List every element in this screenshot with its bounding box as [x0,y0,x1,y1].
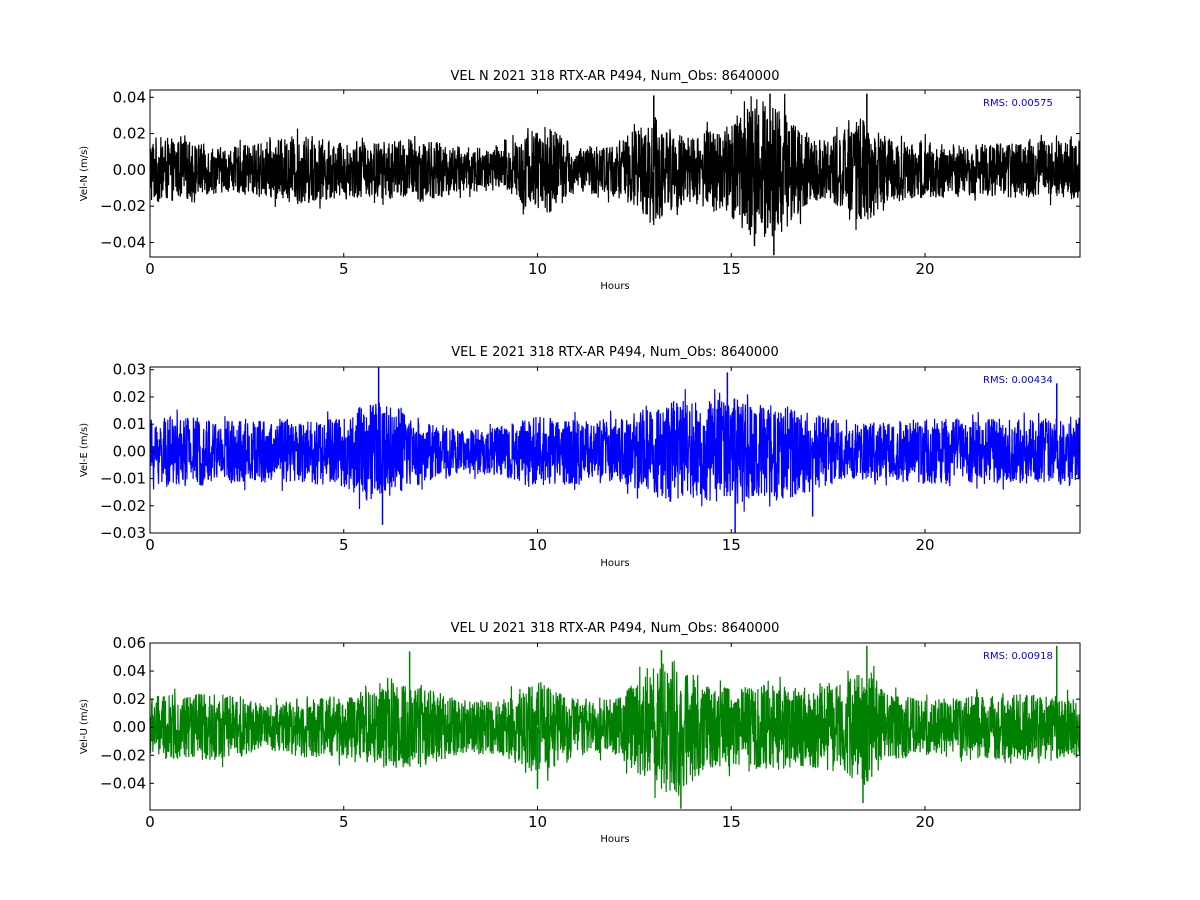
y-tick-label: −0.02 [100,746,146,764]
y-tick-label: −0.02 [100,497,146,515]
y-tick-label: −0.01 [100,470,146,488]
x-axis-label: Hours [600,558,629,569]
y-tick-label: −0.04 [100,233,146,251]
x-tick-label: 20 [915,536,934,554]
y-tick-label: 0.04 [113,662,146,680]
panel-vel-n: 0 5 10 15 20 −0.04 −0.02 0.00 0.02 0.04 VEL N 2021… [79,69,1081,292]
plot-frame [149,642,1081,811]
rms-annotation: RMS: 0.00434 [983,375,1053,386]
x-tick-label: 0 [145,260,155,278]
y-axis-label: Vel-E (m/s) [79,423,90,477]
series-trace [150,660,1080,799]
x-tick-label: 15 [722,813,741,831]
x-tick-label: 0 [145,536,155,554]
x-tick-label: 15 [722,260,741,278]
y-tick-label: 0.00 [113,161,146,179]
y-axis-label: Vel-U (m/s) [79,699,90,754]
plot-frame [149,366,1081,534]
y-axis-label: Vel-N (m/s) [79,146,90,201]
x-tick-label: 15 [722,536,741,554]
y-tick-label: 0.06 [113,634,146,652]
y-tick-label: 0.00 [113,442,146,460]
x-tick-label: 0 [145,813,155,831]
x-tick-label: 5 [339,813,349,831]
y-tick-label: 0.04 [113,88,146,106]
y-tick-label: −0.03 [100,524,146,542]
plot-frame [149,89,1081,258]
y-tick-label: 0.02 [113,388,146,406]
x-tick-label: 10 [528,813,547,831]
panel-title: VEL U 2021 318 RTX-AR P494, Num_Obs: 864… [451,621,780,636]
x-tick-label: 10 [528,536,547,554]
rms-annotation: RMS: 0.00575 [983,98,1053,109]
y-tick-label: −0.02 [100,197,146,215]
x-axis-label: Hours [600,281,629,292]
y-tick-label: −0.04 [100,774,146,792]
panel-vel-u: 0 5 10 15 20 −0.04 −0.02 0.00 0.02 0.04 0.06 VEL U … [79,621,1081,845]
panel-vel-e: 0 5 10 15 20 −0.03 −0.02 −0.01 0.00 0.01 0.02 0.03 V… [79,345,1081,569]
series-trace [150,389,1080,512]
series-trace [150,93,1080,238]
panel-title: VEL E 2021 318 RTX-AR P494, Num_Obs: 864… [451,345,778,360]
x-tick-label: 20 [915,260,934,278]
y-tick-label: 0.02 [113,125,146,143]
x-tick-label: 10 [528,260,547,278]
y-tick-label: 0.03 [113,361,146,379]
rms-annotation: RMS: 0.00918 [983,651,1053,662]
y-tick-label: 0.00 [113,718,146,736]
x-tick-label: 5 [339,260,349,278]
y-tick-label: 0.01 [113,415,146,433]
x-axis-label: Hours [600,834,629,845]
x-tick-label: 5 [339,536,349,554]
x-tick-label: 20 [915,813,934,831]
panel-title: VEL N 2021 318 RTX-AR P494, Num_Obs: 864… [451,69,780,84]
y-tick-label: 0.02 [113,690,146,708]
